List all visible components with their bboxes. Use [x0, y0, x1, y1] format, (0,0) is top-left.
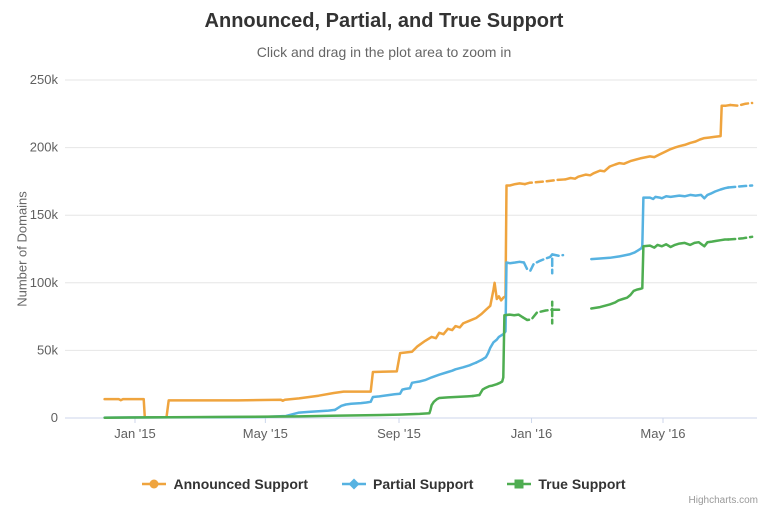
series-line-true-support: [478, 313, 525, 397]
series-line-partial-support: [480, 260, 526, 362]
x-tick-label: May '16: [640, 426, 685, 441]
legend-marker-square-icon: [507, 479, 532, 489]
series-line-true-support: [103, 394, 475, 419]
series-line-announced-support: [523, 178, 567, 186]
chart-title: Announced, Partial, and True Support: [204, 10, 564, 32]
series-line-true-support: [726, 235, 754, 241]
highcharts-credit[interactable]: Highcharts.com: [688, 495, 758, 506]
y-tick-label: 50k: [37, 342, 58, 357]
legend-item-announced-support[interactable]: Announced Support: [142, 476, 308, 492]
series-line-partial-support: [333, 404, 343, 412]
legend-item-partial-support[interactable]: Partial Support: [342, 476, 473, 492]
y-tick-label: 200k: [30, 140, 59, 155]
series-line-true-support: [590, 238, 730, 310]
x-tick-label: Sep '15: [377, 426, 421, 441]
y-tick-label: 150k: [30, 207, 59, 222]
legend-label: Partial Support: [373, 476, 474, 492]
chart-subtitle: Click and drag in the plot area to zoom …: [256, 44, 512, 60]
series-line-partial-support: [340, 361, 478, 408]
series-line-partial-support: [726, 184, 754, 189]
series-line-announced-support: [563, 103, 732, 181]
legend-label: Announced Support: [173, 476, 309, 492]
series-line-partial-support: [522, 253, 565, 275]
legend-marker-diamond-icon: [342, 478, 367, 490]
legend-marker-circle-icon: [142, 479, 167, 489]
series-line-announced-support: [729, 101, 754, 107]
x-tick-label: May '15: [243, 426, 288, 441]
y-tick-label: 0: [51, 410, 58, 425]
series-line-announced-support: [103, 182, 527, 419]
series-line-partial-support: [590, 186, 730, 261]
series-line-true-support: [521, 300, 565, 325]
legend-item-true-support[interactable]: True Support: [507, 476, 626, 492]
legend-label: True Support: [538, 476, 626, 492]
y-tick-label: 100k: [30, 275, 59, 290]
y-tick-label: 250k: [30, 72, 59, 87]
x-tick-label: Jan '15: [114, 426, 156, 441]
legend: Announced Support Partial Support True Sup…: [0, 476, 768, 492]
x-tick-label: Jan '16: [511, 426, 553, 441]
